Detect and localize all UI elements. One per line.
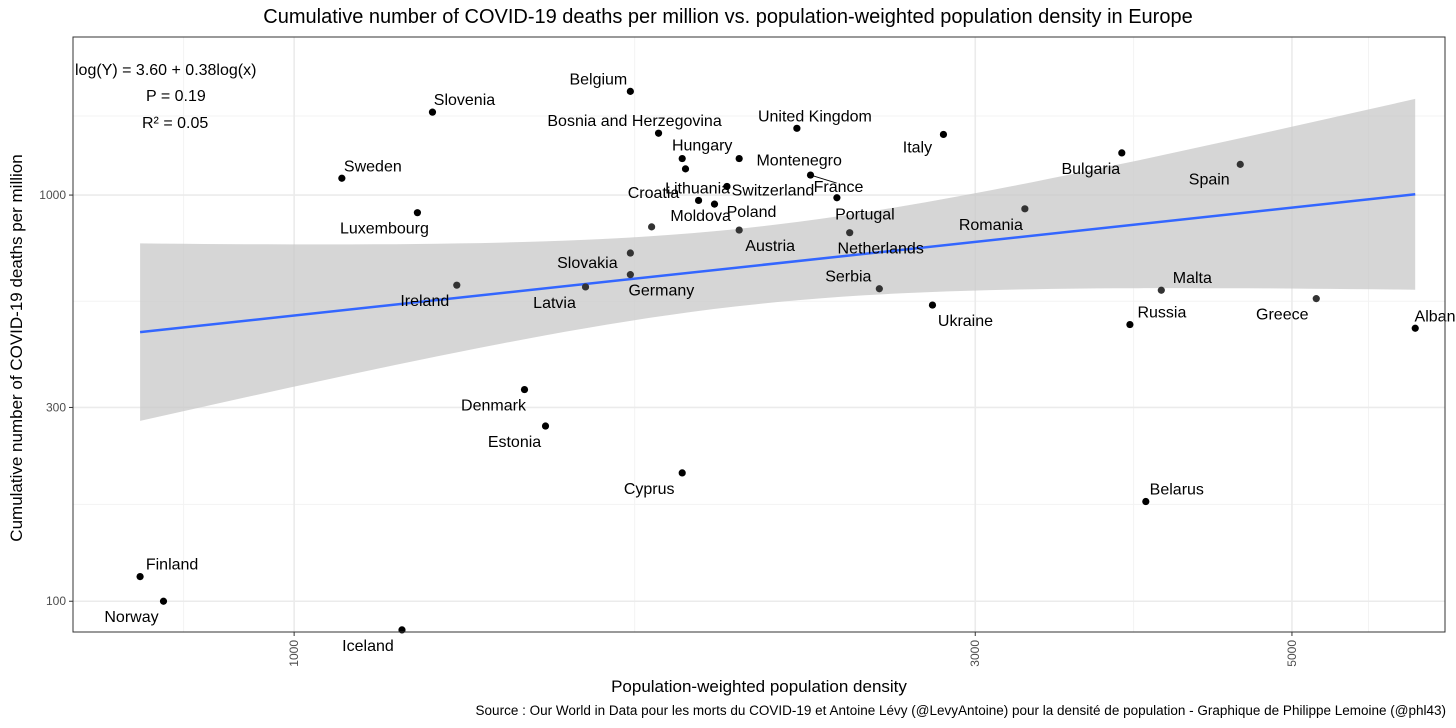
label-belarus: Belarus	[1150, 482, 1204, 499]
point-labels: Belgium Slovenia Bosnia and Herzegovina Uni…	[104, 71, 1456, 655]
point-romania	[1021, 205, 1029, 213]
label-croatia: Croatia	[628, 185, 680, 202]
x-tick-label: 1000	[287, 640, 301, 667]
regression-line	[139, 193, 1416, 334]
x-tick-label: 3000	[968, 640, 982, 667]
label-estonia: Estonia	[488, 434, 541, 451]
point-austria	[735, 226, 743, 234]
label-luxembourg: Luxembourg	[340, 221, 429, 238]
label-spain: Spain	[1189, 171, 1230, 188]
label-belgium: Belgium	[569, 71, 627, 88]
label-germany: Germany	[628, 283, 694, 300]
label-slovenia: Slovenia	[434, 92, 495, 109]
label-serbia: Serbia	[825, 269, 871, 286]
point-united-kingdom	[793, 124, 801, 132]
y-tick-label: 300	[46, 400, 66, 414]
source-caption: Source : Our World in Data pour les mort…	[475, 703, 1446, 718]
label-poland: Poland	[727, 204, 777, 221]
point-latvia	[581, 283, 590, 291]
y-tick-label: 1000	[39, 188, 66, 202]
label-slovakia: Slovakia	[557, 255, 618, 272]
label-bulgaria: Bulgaria	[1061, 161, 1120, 178]
x-tick-label: 5000	[1285, 640, 1299, 667]
point-ukraine	[928, 301, 937, 309]
point-serbia	[875, 285, 883, 293]
label-montenegro: Montenegro	[756, 153, 841, 170]
label-albania: Albania	[1415, 308, 1456, 325]
point-russia	[1126, 320, 1134, 329]
y-axis-title: Cumulative number of COVID-19 deaths per…	[7, 154, 26, 542]
point-bosnia-and-herzegovina	[654, 129, 663, 137]
data-points	[136, 87, 1419, 634]
point-finland	[136, 572, 144, 581]
point-spain	[1236, 160, 1244, 168]
regression-equation: log(Y) = 3.60 + 0.38log(x)	[75, 62, 256, 79]
axis-ticks: 1000 3000 5000 100 300 1000	[39, 188, 1299, 667]
point-moldova	[648, 223, 656, 231]
label-italy: Italy	[903, 139, 932, 156]
label-cyprus: Cyprus	[624, 481, 675, 498]
label-portugal: Portugal	[835, 207, 895, 224]
label-romania: Romania	[959, 217, 1023, 234]
point-croatia	[681, 165, 690, 173]
label-moldova: Moldova	[670, 208, 731, 225]
label-bosnia-and-herzegovina: Bosnia and Herzegovina	[547, 113, 721, 130]
label-sweden: Sweden	[344, 158, 402, 175]
plot-panel-border	[72, 36, 1446, 633]
r-squared: R² = 0.05	[142, 115, 208, 132]
point-denmark	[520, 385, 529, 394]
label-hungary: Hungary	[672, 138, 732, 155]
label-latvia: Latvia	[533, 295, 576, 312]
label-austria: Austria	[745, 238, 795, 255]
p-value: P = 0.19	[146, 88, 206, 105]
point-netherlands	[846, 229, 854, 237]
point-malta	[1157, 286, 1165, 294]
label-malta: Malta	[1173, 270, 1212, 287]
point-cyprus	[678, 469, 686, 477]
point-switzerland	[723, 182, 731, 191]
label-iceland: Iceland	[342, 638, 394, 655]
gridlines	[73, 37, 1445, 632]
point-lithuania	[694, 196, 703, 205]
point-luxembourg	[413, 209, 422, 217]
label-finland: Finland	[146, 557, 198, 574]
label-united-kingdom: United Kingdom	[758, 108, 872, 125]
point-germany	[626, 271, 634, 279]
point-ireland	[453, 281, 461, 289]
point-montenegro	[735, 154, 743, 163]
label-ireland: Ireland	[400, 293, 449, 310]
france-leader-line	[810, 174, 837, 184]
label-greece: Greece	[1256, 307, 1309, 324]
label-norway: Norway	[104, 609, 158, 626]
label-switzerland: Switzerland	[732, 182, 815, 199]
point-belgium	[626, 87, 634, 95]
x-axis-title: Population-weighted population density	[611, 677, 907, 696]
point-italy	[939, 130, 948, 139]
point-slovenia	[428, 108, 437, 116]
y-tick-label: 100	[46, 594, 66, 608]
point-hungary	[678, 154, 686, 163]
label-france: France	[814, 179, 864, 196]
label-russia: Russia	[1137, 305, 1186, 322]
label-ukraine: Ukraine	[938, 313, 993, 330]
label-denmark: Denmark	[461, 398, 527, 415]
label-netherlands: Netherlands	[838, 241, 924, 258]
point-portugal	[833, 194, 841, 202]
point-sweden	[338, 174, 346, 182]
chart-title: Cumulative number of COVID-19 deaths per…	[263, 6, 1193, 28]
point-bulgaria	[1118, 149, 1126, 157]
point-slovakia	[626, 249, 634, 257]
point-belarus	[1142, 497, 1150, 506]
confidence-band	[140, 98, 1416, 421]
label-lithuania: Lithuania	[665, 180, 730, 197]
point-poland	[710, 200, 719, 208]
point-greece	[1312, 295, 1320, 303]
point-albania	[1411, 324, 1419, 332]
point-norway	[159, 597, 168, 605]
point-estonia	[541, 422, 550, 430]
